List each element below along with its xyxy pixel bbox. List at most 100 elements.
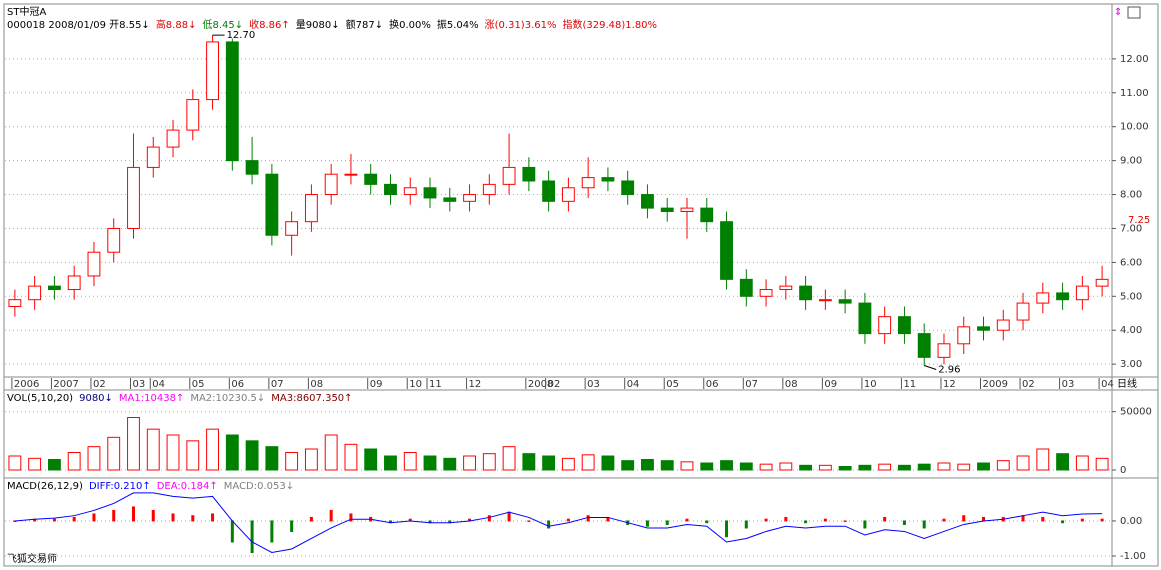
x-tick-label: 05 [192,379,205,390]
legend-item: MACD:0.053↓ [224,481,294,492]
x-tick-label: 12 [943,379,956,390]
bar [28,457,42,471]
candle-body [344,173,358,176]
bar [250,520,254,553]
legend-item: VOL(5,10,20) [7,393,73,404]
candle-body [996,319,1010,331]
bar [700,462,714,471]
x-tick-label: 10 [864,379,877,390]
volume-legend: VOL(5,10,20) 9080↓ MA1:10438↑ MA2:10230.5↓ M… [7,393,353,404]
annotation: 12.70 [227,30,256,41]
bar [403,452,417,471]
y-tick-label: 3.00 [1120,359,1142,370]
bar [1036,448,1050,471]
bar [72,516,76,522]
candle-body [680,207,694,213]
bar [166,434,180,471]
x-tick-label: 09 [370,379,383,390]
candle-body [265,173,279,236]
bar [902,520,906,525]
candle-body [364,173,378,185]
x-tick-label: 11 [429,379,442,390]
bar [225,434,239,471]
bar [863,520,867,529]
footer: 飞狐交易师 [7,552,57,565]
bar [838,466,852,471]
bar [487,515,491,522]
candle-body [47,285,61,291]
bar [601,455,615,471]
bar [112,509,116,522]
bar [823,518,827,522]
window-icon[interactable] [1127,6,1141,19]
bar [171,513,175,522]
bar [665,520,669,525]
bar [705,520,709,524]
bar [883,516,887,522]
x-tick-label: 03 [587,379,600,390]
bar [586,515,590,522]
candle-body [739,278,753,297]
stock-name: ST中冠A [7,5,46,18]
bar [1080,518,1084,522]
candle-body [67,275,81,291]
candle-body [581,177,595,189]
bar [527,520,531,522]
legend-item: 收8.86↑ [249,18,290,31]
legend-item: 换0.00% [389,18,431,31]
legend-item: 振5.04% [437,18,479,31]
x-tick-label: 11 [903,379,916,390]
x-tick-label: 09 [824,379,837,390]
candle-body [878,316,892,335]
legend-item: 000018 2008/01/09 开8.55↓ [7,20,150,31]
candle-body [127,166,140,229]
legend-item: 9080↓ [79,393,113,404]
legend-item: MA3:8607.350↑ [271,393,352,404]
candle-body [87,251,101,277]
bar [977,462,990,471]
y-tick-label: 9.00 [1120,156,1142,167]
bar [329,509,333,522]
candle-body [166,129,180,148]
bar [87,446,101,471]
bar [818,464,832,471]
bar [309,516,313,522]
candle-body [937,343,951,358]
bar [744,520,748,529]
x-tick-label: 04 [627,379,640,390]
bar [502,446,516,471]
bar [804,520,808,524]
bar [1056,453,1070,471]
legend-item: 高8.88↓ [156,18,197,31]
bar [942,518,946,522]
bar [191,515,195,522]
bar [784,516,788,522]
candle-body [1016,302,1030,321]
y-tick-label: 0.00 [1120,516,1142,527]
bar [1041,516,1045,522]
x-tick-label: 04 [1101,379,1114,390]
candle-body [641,194,654,209]
candle-body [443,197,457,202]
candle-body [482,183,496,196]
x-tick-label: 2006 [14,379,39,390]
candle-body [818,299,832,302]
bar [962,515,966,522]
bar [265,446,279,471]
icon-arrow: ⇕ [1114,7,1122,18]
x-tick-label: 2007 [53,379,78,390]
x-tick-label: 04 [152,379,165,390]
x-tick-label: 12 [469,379,482,390]
x-tick-label: 10 [409,379,422,390]
bar [1075,455,1089,471]
bar [230,520,234,543]
bar [206,428,219,471]
legend-item: MA2:10230.5↓ [190,393,265,404]
bar [799,464,813,471]
candle-body [28,285,42,301]
bar [725,520,729,538]
bar [47,459,61,471]
bar [898,464,911,471]
x-tick-label: 2009 [983,379,1008,390]
candle-body [403,187,417,196]
